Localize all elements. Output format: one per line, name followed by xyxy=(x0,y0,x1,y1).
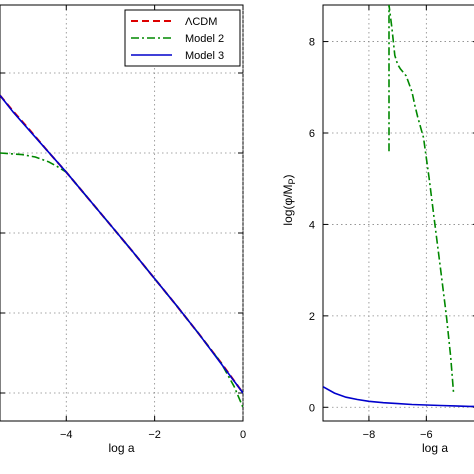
right-ytick-label: 6 xyxy=(309,128,315,140)
left-xlabel: log a xyxy=(108,441,134,455)
left-xtick-label: 0 xyxy=(240,429,246,441)
legend: ΛCDM Model 2 Model 3 xyxy=(124,9,241,67)
right-ytick-label: 2 xyxy=(309,311,315,323)
right-ticks: −8 −6 0 2 4 6 8 xyxy=(309,5,474,441)
right-ytick-label: 0 xyxy=(309,402,315,414)
left-series xyxy=(0,94,243,408)
legend-label-lcdm: ΛCDM xyxy=(185,16,217,28)
right-xtick-label: −6 xyxy=(420,429,433,441)
right-grid xyxy=(323,5,474,421)
left-grid xyxy=(0,5,244,421)
legend-box xyxy=(124,9,241,67)
right-ylabel: log(φ/MP) xyxy=(281,174,297,225)
left-series-model-3 xyxy=(0,94,243,394)
left-xtick-label: −4 xyxy=(60,429,73,441)
right-ytick-label: 8 xyxy=(309,37,315,49)
right-series-model-3 xyxy=(323,386,474,408)
legend-label-model-3: Model 3 xyxy=(185,50,224,62)
right-series-model-2 xyxy=(388,5,455,394)
left-panel: −4 −2 0 log a ΛCDM Model 2 Model 3 xyxy=(0,4,246,455)
left-plot-area xyxy=(0,4,244,422)
left-xtick-label: −2 xyxy=(148,429,161,441)
right-plot-area xyxy=(322,4,474,422)
right-panel: −8 −6 0 2 4 6 8 log a log(φ/MP) xyxy=(281,4,474,455)
right-xlabel: log a xyxy=(422,441,448,455)
legend-label-model-2: Model 2 xyxy=(185,33,224,45)
right-ytick-label: 4 xyxy=(309,219,315,231)
right-series xyxy=(323,5,474,408)
right-xtick-label: −8 xyxy=(363,429,376,441)
